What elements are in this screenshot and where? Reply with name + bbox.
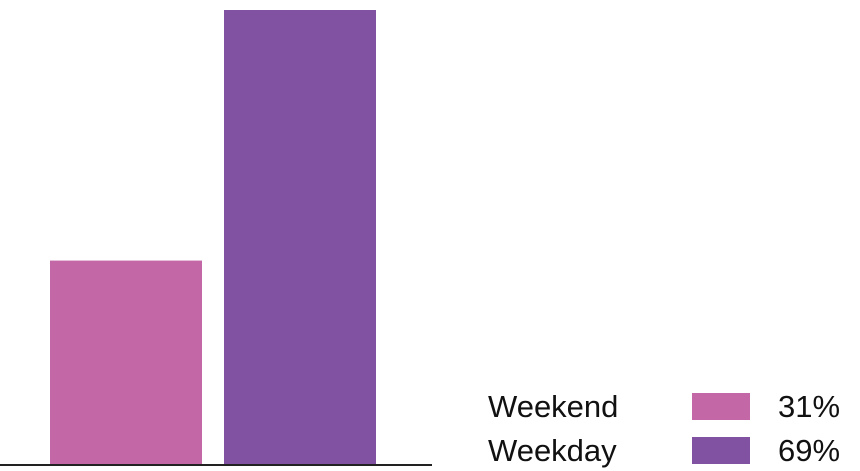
legend-value: 31% — [778, 389, 840, 424]
legend-item-weekend: Weekend 31% — [488, 389, 840, 424]
legend-label: Weekday — [488, 433, 617, 468]
legend: Weekend 31% Weekday 69% — [488, 389, 840, 468]
legend-label: Weekend — [488, 389, 618, 424]
legend-swatch — [692, 393, 750, 420]
legend-item-weekday: Weekday 69% — [488, 433, 840, 468]
bars-group — [50, 10, 376, 465]
bar-weekend — [50, 260, 202, 465]
bar-weekday — [224, 10, 376, 465]
legend-swatch — [692, 437, 750, 464]
legend-value: 69% — [778, 433, 840, 468]
